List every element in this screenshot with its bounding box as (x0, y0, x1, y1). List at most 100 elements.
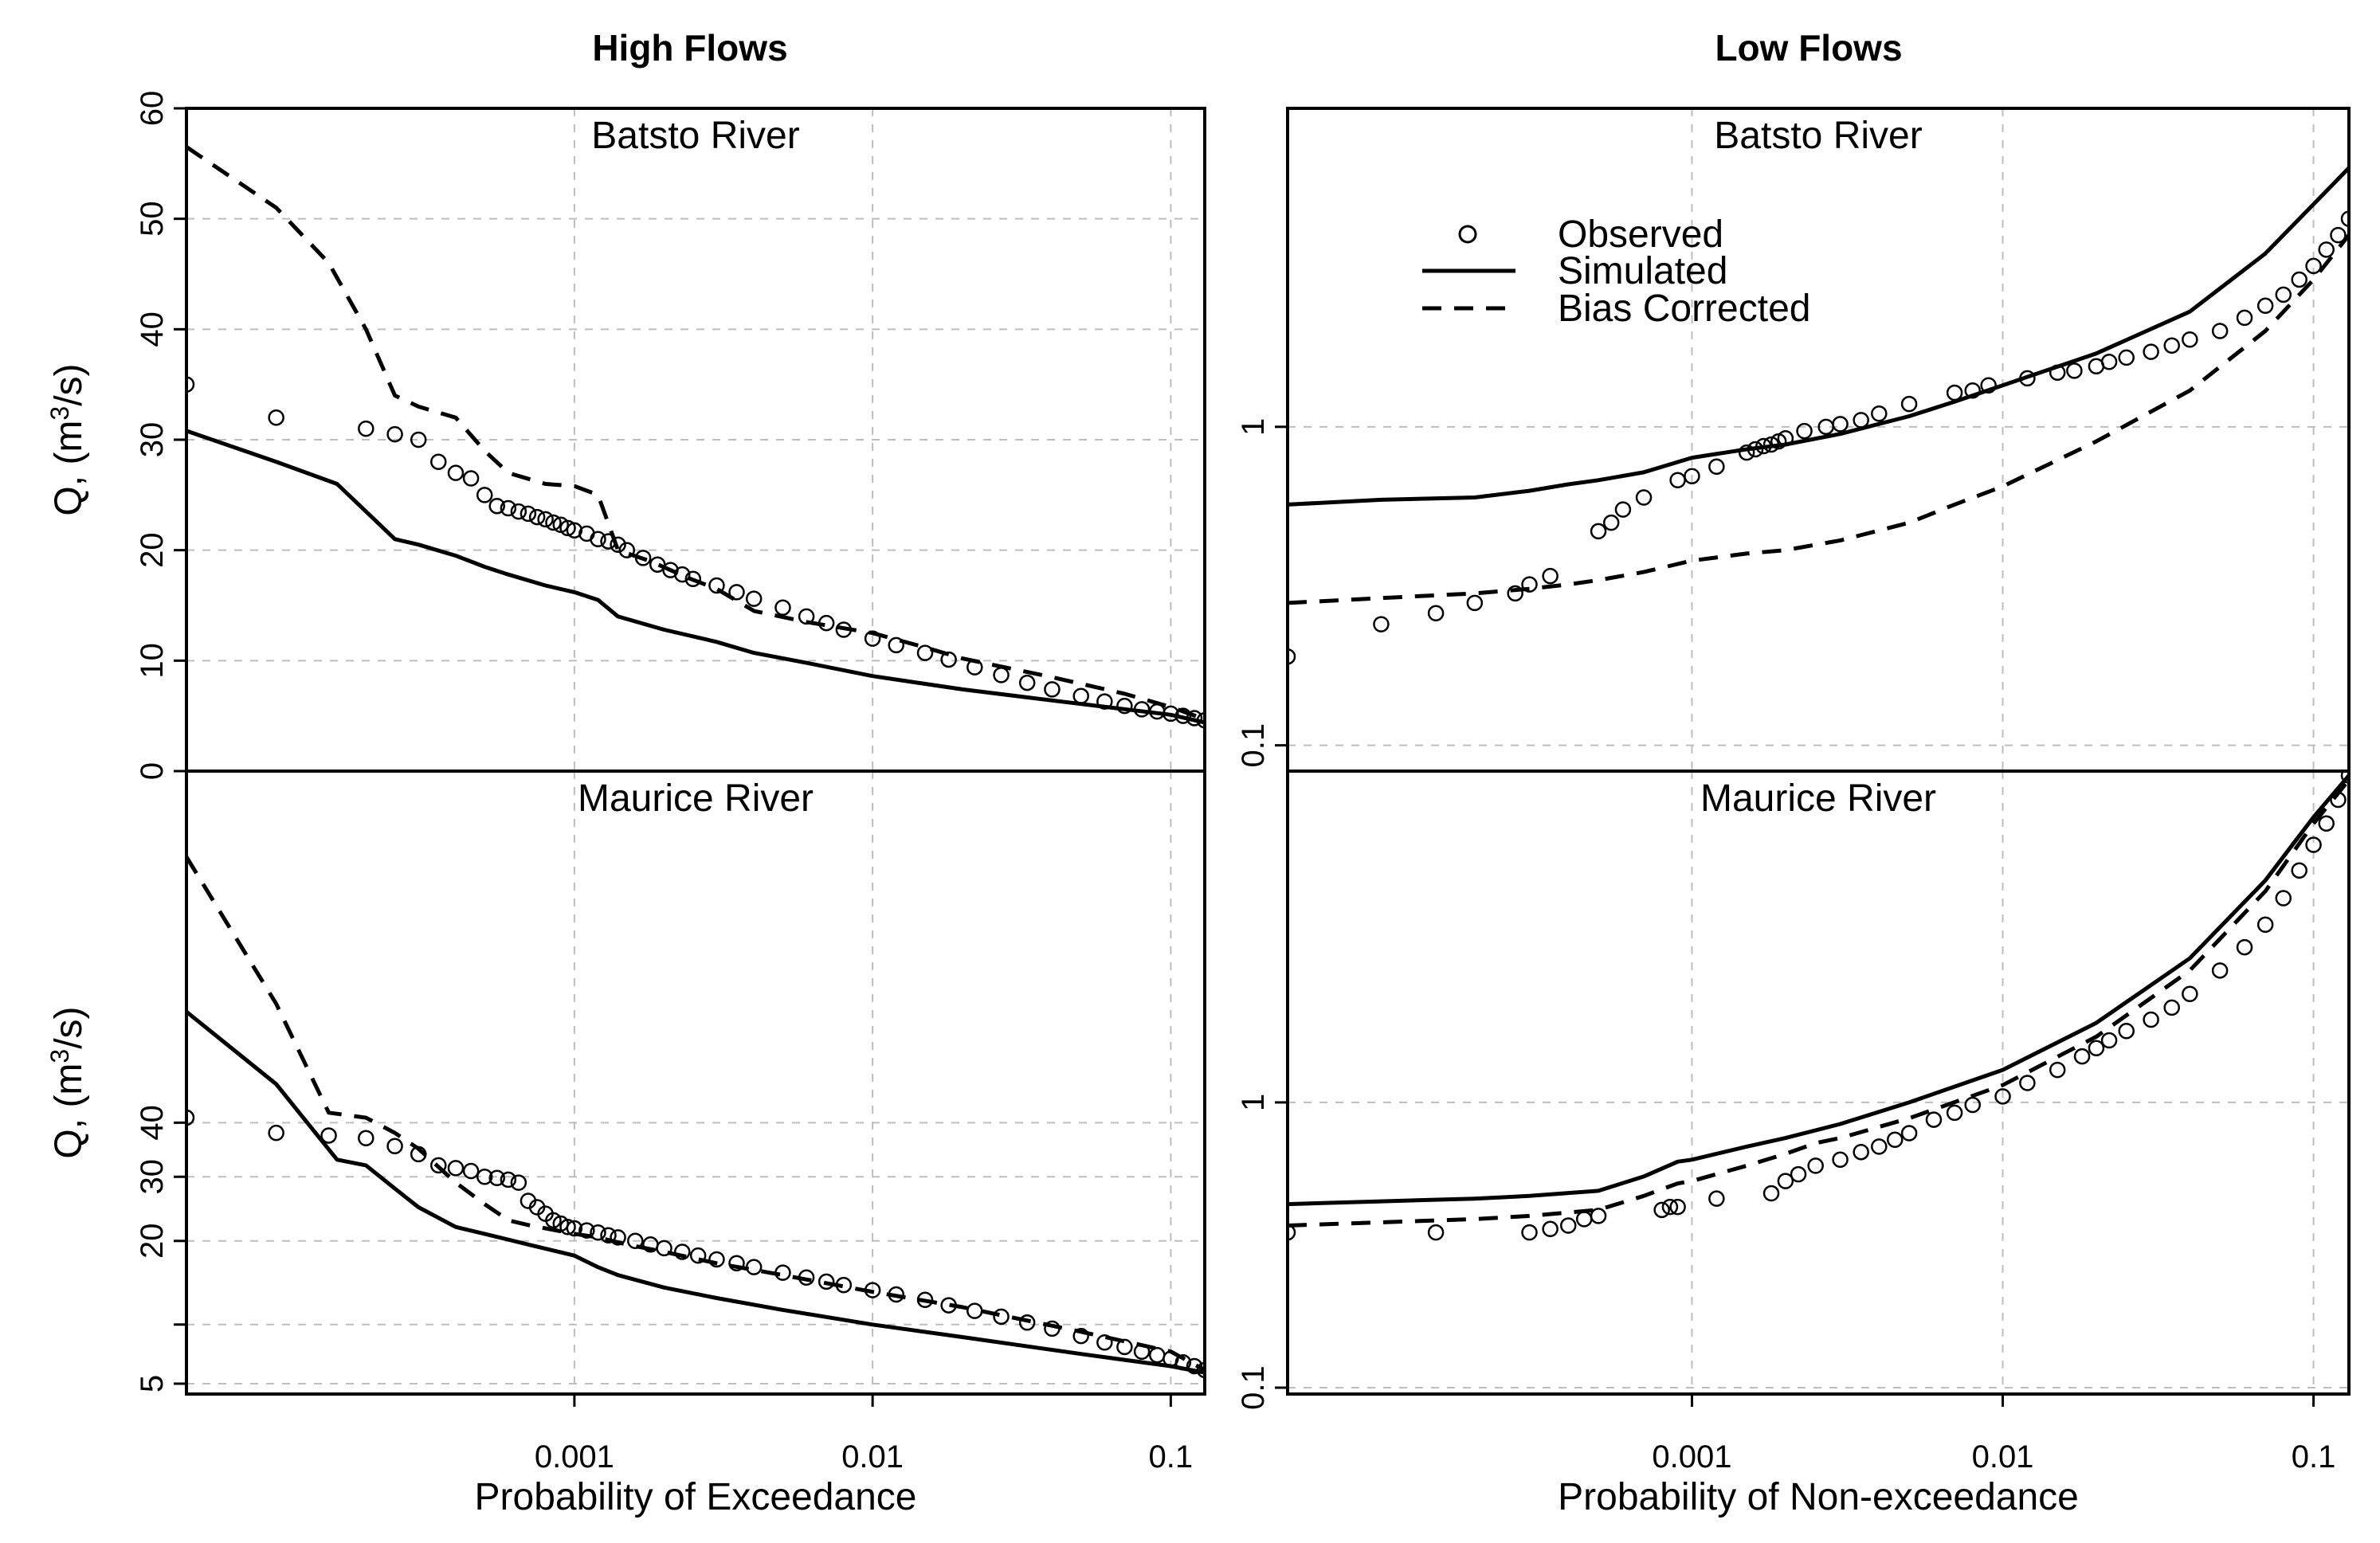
observed-point (488, 497, 505, 515)
observed-point (500, 1171, 517, 1189)
panel-title: Batsto River (591, 115, 799, 157)
panel-low-flows-maurice: 0.1 1 0.001 0.01 0.1 Maurice River Probability… (1236, 770, 2351, 1518)
observed-point (1521, 576, 1538, 593)
observed-point (1900, 1125, 1918, 1142)
observed-point (1635, 489, 1653, 506)
observed-point (2340, 771, 2349, 784)
y-tick-label: 0.1 (1236, 1365, 1271, 1410)
observed-point (1946, 1104, 1963, 1122)
legend-observed-label: Observed (1558, 213, 1723, 256)
simulated-line (186, 429, 1205, 725)
observed-point (1427, 1224, 1445, 1241)
bias-corrected-line (186, 856, 1205, 1373)
observed-point (2330, 226, 2347, 244)
observed-point (2163, 337, 2180, 354)
observed-point (1832, 1151, 1849, 1169)
observed-point (386, 425, 403, 443)
observed-point (1116, 1338, 1133, 1356)
observed-point (1507, 585, 1523, 602)
observed-point (447, 464, 465, 481)
observed-point (358, 1130, 374, 1146)
bias-corrected-line (1288, 233, 2349, 605)
observed-point (1072, 1327, 1089, 1345)
observed-point (689, 1247, 707, 1264)
observed-point (510, 1174, 527, 1191)
panel-low-flows-batsto: 0.1 1 Batsto River (1236, 107, 2351, 773)
observed-point (2049, 1061, 2066, 1079)
observed-point (2118, 349, 2135, 366)
observed-point (684, 570, 702, 587)
observed-point (559, 519, 576, 537)
observed-point (1614, 501, 1632, 518)
observed-point (2275, 890, 2292, 907)
observed-point (1684, 468, 1700, 485)
observed-point (320, 1127, 337, 1144)
legend: Observed Simulated Bias Corrected (1422, 213, 1810, 330)
observed-point (728, 1255, 745, 1272)
observed-point (1096, 1334, 1113, 1351)
observed-point (1116, 697, 1133, 715)
observed-point (2182, 331, 2198, 348)
observed-point (1832, 416, 1849, 433)
observed-point (1466, 594, 1484, 612)
series-group (1288, 166, 2349, 665)
observed-point (476, 1169, 493, 1185)
y-tick-label: 0 (135, 762, 170, 780)
observed-point (1288, 1224, 1296, 1241)
observed-point (1018, 674, 1036, 691)
panel-title: Maurice River (1700, 777, 1936, 820)
observed-point (600, 1227, 617, 1243)
observed-point (916, 1291, 934, 1308)
y-tick-label: 40 (135, 311, 170, 347)
x-axis-label: Probability of Exceedance (475, 1476, 917, 1518)
y-tick-label: 5 (135, 1375, 170, 1392)
observed-point (2088, 1040, 2105, 1056)
observed-point (2100, 1032, 2118, 1049)
observed-point (1853, 1143, 1869, 1161)
series-group (186, 145, 1205, 729)
observed-point (774, 599, 791, 617)
observed-point (993, 1308, 1010, 1326)
observed-point (2291, 271, 2307, 288)
observed-point (1602, 514, 1620, 531)
observed-point (1796, 422, 1813, 440)
y-tick-label: 30 (135, 422, 170, 458)
bias-corrected-line (1288, 778, 2349, 1228)
legend-observed-marker (1458, 225, 1477, 244)
observed-point (528, 508, 546, 526)
observed-point (610, 1229, 626, 1246)
y-tick-label: 0.1 (1236, 723, 1271, 768)
observed-point (1590, 523, 1607, 540)
observed-point (1925, 1111, 1943, 1128)
column-title-high-flows: High Flows (592, 27, 787, 69)
observed-point (1777, 1173, 1794, 1189)
observed-point (590, 1224, 606, 1241)
y-tick-label: 1 (1236, 1094, 1271, 1111)
observed-point (1853, 412, 1869, 429)
observed-point (2305, 257, 2322, 275)
observed-point (656, 1239, 672, 1257)
x-tick-label: 0.01 (1972, 1439, 2034, 1474)
observed-point (1871, 1138, 1888, 1155)
x-tick-label: 0.1 (2292, 1439, 2336, 1474)
observed-point (386, 1138, 403, 1154)
y-tick-label: 20 (135, 532, 170, 568)
y-tick-label: 50 (135, 201, 170, 237)
observed-point (500, 499, 517, 517)
observed-point (1669, 472, 1686, 489)
observed-point (1871, 405, 1888, 422)
observed-point (2236, 309, 2253, 327)
observed-point (1044, 681, 1061, 698)
legend-bias-corrected-label: Bias Corrected (1558, 288, 1810, 330)
observed-point (1542, 567, 1559, 585)
y-axis-label: Q, (m3/s) (45, 363, 90, 515)
observed-point (1790, 1165, 1807, 1183)
observed-point (510, 503, 527, 520)
observed-point (1964, 1096, 1981, 1114)
observed-point (2143, 1011, 2159, 1028)
observed-point (559, 1219, 576, 1236)
observed-point (1738, 444, 1755, 461)
observed-point (1542, 1220, 1559, 1238)
x-tick-label: 0.01 (841, 1439, 904, 1474)
x-tick-label: 0.001 (535, 1439, 614, 1474)
